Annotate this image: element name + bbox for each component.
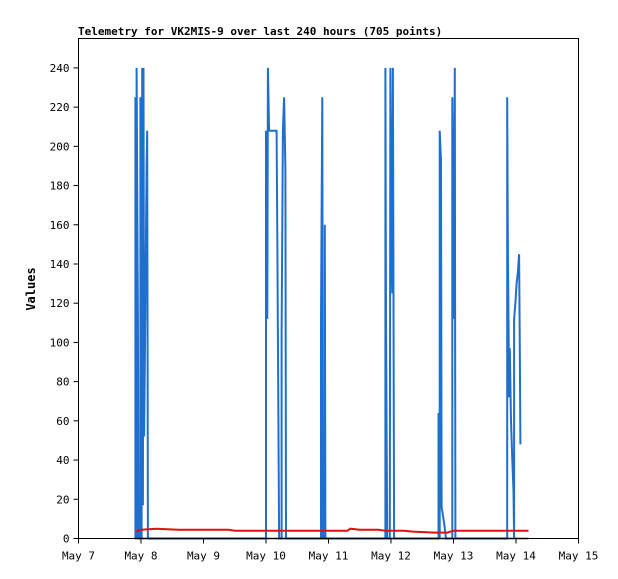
- x-axis: May 7 May 8 May 9 May 10 May 11 May 12 May 13 M…: [62, 538, 599, 563]
- y-tick-label: 40: [56, 454, 69, 467]
- x-tick-label: May 13: [434, 550, 474, 563]
- plot-area: [78, 38, 579, 539]
- x-tick-label: May 7: [62, 550, 95, 563]
- y-axis: 0 20 40 60 80 100 120 140 160 180 200 220 240: [50, 62, 79, 546]
- y-tick-label: 80: [56, 376, 69, 389]
- x-tick-label: May 12: [371, 550, 411, 563]
- y-tick-label: 60: [56, 415, 69, 428]
- x-tick-label: May 14: [496, 550, 536, 563]
- x-tick-label: May 9: [187, 550, 220, 563]
- y-axis-label: Values: [24, 267, 38, 310]
- chart-title: Telemetry for VK2MIS-9 over last 240 hou…: [78, 25, 442, 38]
- red-series-line: [135, 527, 529, 534]
- blue-series-line: [134, 67, 522, 540]
- y-tick-label: 20: [56, 493, 69, 506]
- series-layer: [134, 67, 529, 540]
- x-tick-label: May 8: [124, 550, 157, 563]
- x-tick-label: May 15: [559, 550, 599, 563]
- y-tick-label: 180: [50, 180, 70, 193]
- x-tick-label: May 11: [309, 550, 349, 563]
- y-tick-label: 220: [50, 101, 70, 114]
- y-tick-label: 240: [50, 62, 70, 75]
- y-tick-label: 0: [63, 533, 70, 546]
- y-tick-label: 140: [50, 258, 70, 271]
- y-tick-label: 160: [50, 219, 70, 232]
- y-tick-label: 100: [50, 336, 70, 349]
- x-tick-label: May 10: [246, 550, 286, 563]
- y-tick-label: 200: [50, 140, 70, 153]
- y-tick-label: 120: [50, 297, 70, 310]
